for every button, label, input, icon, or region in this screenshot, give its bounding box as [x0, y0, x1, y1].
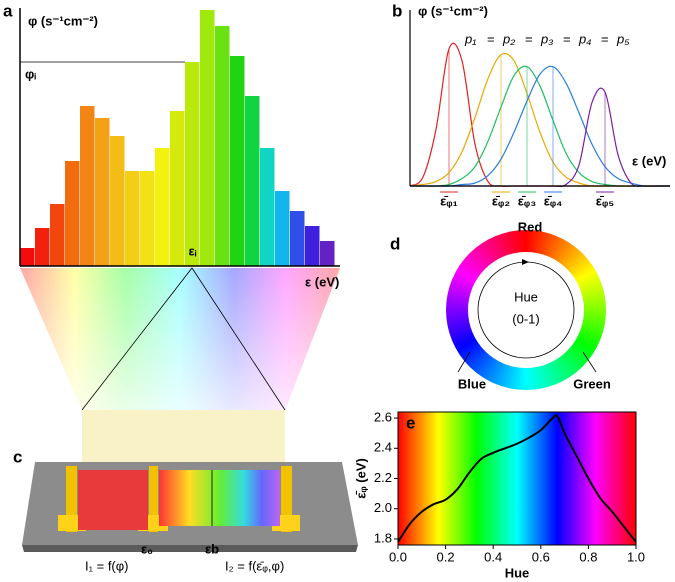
equals-sign: =	[525, 31, 533, 46]
power-label: p₅	[616, 31, 630, 46]
light-beam	[82, 410, 285, 470]
y-tick-label: 2.2	[374, 470, 392, 485]
hue-background	[398, 412, 636, 545]
bar	[260, 148, 275, 266]
plot-frame	[397, 411, 637, 546]
equals-sign: =	[487, 31, 495, 46]
x-tick-label: 0.4	[484, 549, 502, 564]
y-tick-label: 2.0	[374, 500, 392, 515]
x-tick-label: 0.6	[532, 549, 550, 564]
electrode	[66, 466, 77, 532]
bar	[110, 136, 125, 266]
bar	[200, 10, 215, 266]
device-label: ε₀	[141, 541, 153, 556]
wheel-label: Blue	[458, 376, 486, 391]
bar	[215, 26, 230, 266]
legend-label: ε̄ᵩ₁	[440, 193, 458, 208]
bar	[185, 62, 200, 266]
power-label: p₄	[578, 31, 591, 46]
bar	[305, 226, 320, 266]
bar	[290, 211, 305, 266]
x-tick-label: 1.0	[627, 549, 645, 564]
wheel-hole	[468, 252, 584, 368]
y-tick-label: 1.8	[374, 530, 392, 545]
y-tick-label: 2.6	[374, 409, 392, 424]
electrode	[149, 466, 158, 532]
legend-label: ε̄ᵩ₄	[544, 193, 563, 208]
equals-sign: =	[563, 31, 571, 46]
graded-film	[159, 470, 280, 526]
cone-line	[81, 267, 286, 411]
bar	[230, 56, 245, 266]
y-axis-label: ε̄ᵩ (eV)	[353, 458, 368, 499]
power-label: p₂	[502, 31, 515, 46]
wheel-label: Green	[573, 376, 611, 391]
wheel-text: Hue	[514, 289, 538, 304]
panel-label: b	[392, 1, 402, 20]
power-label: p₁	[464, 31, 476, 46]
point-label: εᵢ	[188, 243, 196, 258]
light-fade	[20, 268, 340, 410]
bar	[155, 148, 170, 266]
bar	[125, 171, 140, 266]
leader	[457, 351, 471, 373]
x-tick-label: 0.2	[437, 549, 455, 564]
x-axis-label: ε (eV)	[632, 153, 666, 168]
uniform-film	[78, 470, 148, 530]
wheel-label: Red	[518, 219, 543, 234]
device-label: εb	[205, 541, 219, 556]
substrate-edge	[22, 545, 358, 552]
x-tick-label: 0.8	[579, 549, 597, 564]
equation: I₂ = f(ε̄ᵩ,φ)	[225, 558, 284, 573]
legend-label: ε̄ᵩ₃	[518, 193, 536, 208]
leader	[582, 351, 597, 373]
legend-label: ε̄ᵩ₅	[596, 193, 614, 208]
panel-label: e	[406, 413, 415, 432]
panel-label: c	[13, 447, 22, 466]
level-label: φᵢ	[25, 66, 36, 81]
bar	[320, 241, 335, 266]
bar	[20, 248, 35, 266]
y-tick-label: 2.4	[374, 440, 392, 455]
bar	[80, 106, 95, 266]
bar	[95, 118, 110, 266]
arrow	[522, 259, 529, 265]
bar	[275, 191, 290, 266]
bar	[35, 228, 50, 266]
panel-label: d	[390, 234, 400, 253]
bar	[65, 161, 80, 266]
equation: I₁ = f(φ)	[85, 558, 129, 573]
wheel-text: (0-1)	[512, 311, 539, 326]
equals-sign: =	[601, 31, 609, 46]
power-label: p₃	[540, 31, 553, 46]
y-axis-label: φ (s⁻¹cm⁻²)	[418, 3, 488, 18]
x-tick-label: 0.0	[389, 549, 407, 564]
x-axis-label: Hue	[505, 565, 530, 580]
y-axis-label: φ (s⁻¹cm⁻²)	[28, 13, 98, 28]
x-axis-label: ε (eV)	[305, 274, 339, 289]
bar	[140, 171, 155, 266]
legend-label: ε̄ᵩ₂	[492, 193, 510, 208]
series-line	[397, 414, 637, 543]
bar	[50, 204, 65, 266]
bar	[170, 111, 185, 266]
electrode	[281, 466, 292, 532]
bar	[245, 96, 260, 266]
panel-label: a	[3, 1, 13, 20]
